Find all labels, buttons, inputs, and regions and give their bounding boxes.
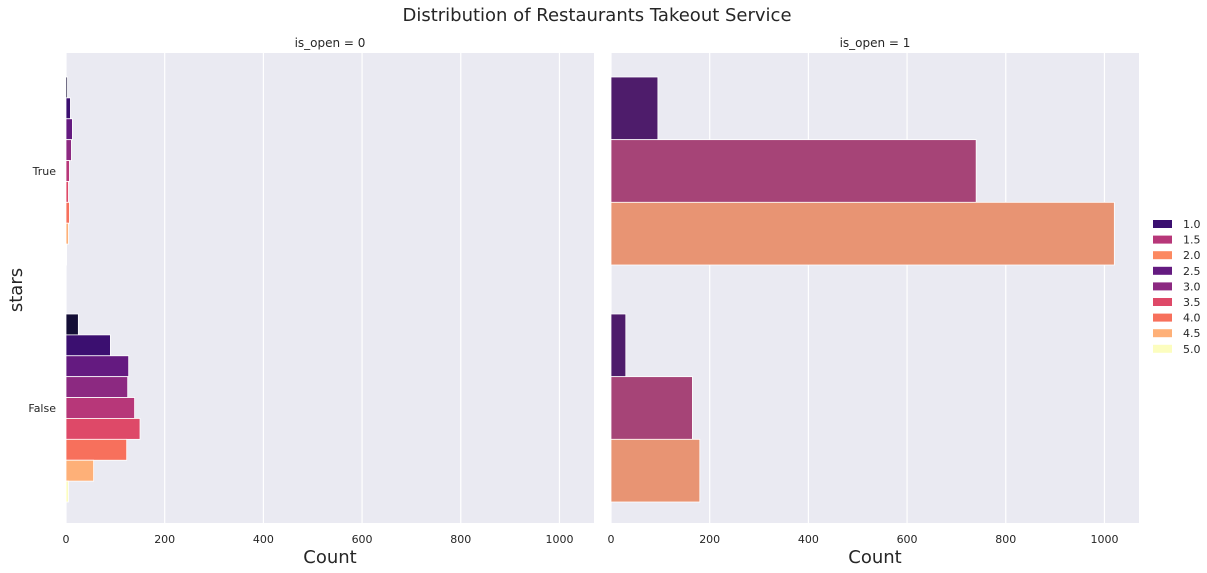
legend-swatch [1153,344,1172,353]
bar [65,222,69,245]
bar [65,313,79,336]
legend: 1.0 1.5 2.0 2.5 3.0 3.5 4.0 4.5 5.0 [1153,218,1201,356]
panel-title: is_open = 1 [840,36,911,50]
x-tick-label: 600 [897,533,918,546]
bar [65,97,71,120]
bar [65,243,68,266]
legend-swatch [1153,313,1172,322]
bar [65,118,73,141]
legend-swatch [1153,329,1172,338]
bar [610,313,627,378]
x-tick-label: 1000 [545,533,573,546]
bar [65,334,111,357]
bar [65,397,135,419]
legend-label: 1.0 [1183,218,1201,231]
bar [610,76,659,141]
bar [610,201,1115,266]
legend-label: 3.0 [1183,280,1201,293]
bar [65,355,130,378]
facet-panel-1: is_open = 1 0 200 400 600 800 1000 Count [608,36,1139,568]
x-tick-label: 400 [798,533,819,546]
bar [65,418,141,440]
legend-label: 2.0 [1183,249,1201,262]
y-tick-label: True [32,165,57,178]
bar [65,201,70,224]
legend-swatch [1153,251,1172,260]
facet-panel-0: is_open = 0 0 200 400 600 800 1000 Count True Fal… [28,36,594,568]
bar [65,76,68,99]
plot-background [66,53,594,523]
legend-swatch [1153,220,1172,228]
bar [610,376,693,440]
legend-label: 1.5 [1183,234,1201,247]
legend-label: 5.0 [1183,343,1201,356]
legend-label: 2.5 [1183,265,1201,278]
legend-label: 3.5 [1183,296,1201,309]
x-tick-label: 1000 [1090,533,1118,546]
bar [65,139,72,161]
legend-swatch [1153,282,1172,291]
bar [65,438,128,461]
y-axis-label: stars [6,268,27,312]
legend-swatch [1153,298,1172,306]
panel-title: is_open = 0 [295,36,366,50]
x-tick-label: 800 [995,533,1016,546]
x-tick-label: 200 [154,533,175,546]
x-tick-label: 800 [450,533,471,546]
bar [610,438,701,503]
legend-swatch [1153,235,1172,244]
legend-label: 4.5 [1183,327,1201,340]
bar [65,459,95,482]
x-axis-label: Count [303,547,356,568]
x-tick-label: 0 [608,533,615,546]
bar [65,160,70,182]
x-tick-label: 200 [699,533,720,546]
bar [610,139,977,203]
bar [65,376,129,398]
chart-title: Distribution of Restaurants Takeout Serv… [402,5,791,26]
x-tick-label: 600 [352,533,373,546]
legend-swatch [1153,266,1172,275]
y-tick-label: False [28,402,56,415]
bar [65,480,69,503]
bar [65,181,69,203]
legend-label: 4.0 [1183,312,1201,325]
x-tick-label: 0 [63,533,70,546]
x-axis-label: Count [848,547,901,568]
x-tick-label: 400 [253,533,274,546]
facet-panels: is_open = 0 0 200 400 600 800 1000 Count True Fal… [28,36,1139,568]
